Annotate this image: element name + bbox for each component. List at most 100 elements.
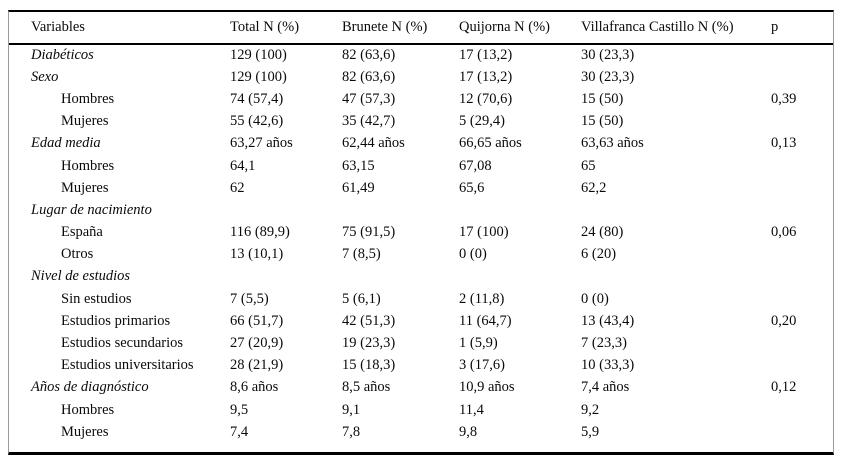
- table-cell: [771, 399, 833, 421]
- table-row: Estudios universitarios 28 (21,9) 15 (18,3…: [9, 355, 833, 377]
- table-cell: [459, 266, 581, 288]
- table-cell: 9,5: [230, 401, 249, 418]
- table-cell: 13 (43,4): [581, 312, 635, 329]
- table-cell: 75 (91,5): [342, 224, 396, 241]
- row-sublabel: Hombres: [61, 90, 115, 107]
- table-cell: 7 (8,5): [342, 246, 381, 263]
- table-cell: [771, 155, 833, 177]
- table-row: Edad media 63,27 años 62,44 años 66,65 años…: [9, 133, 833, 155]
- table-cell: [342, 266, 459, 288]
- table-cell: 13 (10,1): [230, 246, 284, 263]
- table-cell: 9,1: [342, 401, 361, 418]
- table-cell: 7,4: [230, 423, 249, 440]
- table-cell: 0,39: [771, 90, 797, 107]
- table-row: Mujeres 55 (42,6) 35 (42,7) 5 (29,4) 15 (50): [9, 111, 833, 133]
- table-cell: [581, 199, 771, 221]
- table-cell: [459, 199, 581, 221]
- row-category-label: Lugar de nacimiento: [31, 201, 152, 218]
- table-cell: [771, 332, 833, 354]
- table-cell: 7 (23,3): [581, 335, 627, 352]
- table-cell: [230, 199, 342, 221]
- table-row: Hombres 64,1 63,15 67,08 65: [9, 155, 833, 177]
- table-cell: [771, 266, 833, 288]
- table-row: Hombres 9,5 9,1 11,4 9,2: [9, 399, 833, 421]
- table-cell: [771, 111, 833, 133]
- table-cell: 65: [581, 157, 596, 174]
- header-variables: Variables: [31, 19, 85, 35]
- table-cell: 30 (23,3): [581, 47, 635, 64]
- table-cell: 66,65 años: [459, 135, 522, 152]
- table-cell: 129 (100): [230, 47, 287, 64]
- table-header-row: Variables Total N (%) Brunete N (%) Quij…: [9, 12, 833, 44]
- table-cell: 0 (0): [581, 290, 609, 307]
- header-total: Total N (%): [230, 19, 300, 35]
- table-row: Años de diagnóstico 8,6 años 8,5 años 10,9 …: [9, 377, 833, 399]
- table-cell: 11,4: [459, 401, 484, 418]
- table-body: Diabéticos 129 (100) 82 (63,6) 17 (13,2) 30 …: [9, 44, 833, 443]
- table-cell: 30 (23,3): [581, 68, 635, 85]
- row-category-label: Años de diagnóstico: [31, 379, 149, 396]
- table-cell: [771, 244, 833, 266]
- table-cell: 0,13: [771, 135, 797, 152]
- table-row: Estudios secundarios 27 (20,9) 19 (23,3) 1 …: [9, 332, 833, 354]
- table-cell: 0 (0): [459, 246, 487, 263]
- table-cell: 5 (6,1): [342, 290, 381, 307]
- table-cell: 5 (29,4): [459, 113, 505, 130]
- table-cell: 35 (42,7): [342, 113, 396, 130]
- table-cell: 15 (18,3): [342, 357, 396, 374]
- row-category-label: Diabéticos: [31, 47, 94, 64]
- table-cell: 63,15: [342, 157, 375, 174]
- table-cell: 6 (20): [581, 246, 617, 263]
- table-cell: 0,20: [771, 312, 797, 329]
- table-cell: 7 (5,5): [230, 290, 269, 307]
- table-row: España 116 (89,9) 75 (91,5) 17 (100) 24 (80)…: [9, 222, 833, 244]
- header-quijorna: Quijorna N (%): [459, 19, 551, 35]
- table-cell: 116 (89,9): [230, 224, 290, 241]
- table-row: Otros 13 (10,1) 7 (8,5) 0 (0) 6 (20): [9, 244, 833, 266]
- table-row: Diabéticos 129 (100) 82 (63,6) 17 (13,2) 30 …: [9, 44, 833, 66]
- header-p-value: p: [771, 19, 779, 35]
- table-row: Sexo 129 (100) 82 (63,6) 17 (13,2) 30 (23,3): [9, 66, 833, 88]
- table-cell: [771, 177, 833, 199]
- row-sublabel: Estudios universitarios: [61, 357, 194, 374]
- row-sublabel: Mujeres: [61, 423, 109, 440]
- table-cell: 8,6 años: [230, 379, 279, 396]
- table-cell: 8,5 años: [342, 379, 391, 396]
- table-cell: 15 (50): [581, 113, 624, 130]
- table-cell: 129 (100): [230, 68, 287, 85]
- table-cell: 12 (70,6): [459, 90, 513, 107]
- table-cell: 67,08: [459, 157, 492, 174]
- table-cell: 10 (33,3): [581, 357, 635, 374]
- row-sublabel: Sin estudios: [61, 290, 132, 307]
- table-cell: 0,06: [771, 224, 797, 241]
- table-cell: 11 (64,7): [459, 312, 512, 329]
- table-cell: 10,9 años: [459, 379, 515, 396]
- row-sublabel: Estudios primarios: [61, 312, 171, 329]
- table-cell: 62,44 años: [342, 135, 405, 152]
- row-sublabel: Hombres: [61, 401, 115, 418]
- table-cell: 64,1: [230, 157, 256, 174]
- table-cell: 47 (57,3): [342, 90, 396, 107]
- table-cell: 1 (5,9): [459, 335, 498, 352]
- table-cell: 62,2: [581, 179, 607, 196]
- table-row: Mujeres 62 61,49 65,6 62,2: [9, 177, 833, 199]
- table-row: Estudios primarios 66 (51,7) 42 (51,3) 11 (…: [9, 310, 833, 332]
- table-cell: 5,9: [581, 423, 600, 440]
- table-cell: [771, 44, 833, 66]
- row-sublabel: Mujeres: [61, 113, 109, 130]
- table-cell: [342, 199, 459, 221]
- table-cell: 82 (63,6): [342, 68, 396, 85]
- table-cell: [771, 288, 833, 310]
- table-cell: 17 (13,2): [459, 68, 513, 85]
- row-category-label: Edad media: [31, 135, 101, 152]
- table-cell: 17 (100): [459, 224, 509, 241]
- row-sublabel: España: [61, 224, 103, 241]
- table-cell: 2 (11,8): [459, 290, 505, 307]
- table-cell: 65,6: [459, 179, 485, 196]
- table-cell: 28 (21,9): [230, 357, 284, 374]
- table-cell: 63,63 años: [581, 135, 644, 152]
- table-cell: [771, 66, 833, 88]
- table-cell: 66 (51,7): [230, 312, 284, 329]
- table-cell: 61,49: [342, 179, 375, 196]
- table-cell: 42 (51,3): [342, 312, 396, 329]
